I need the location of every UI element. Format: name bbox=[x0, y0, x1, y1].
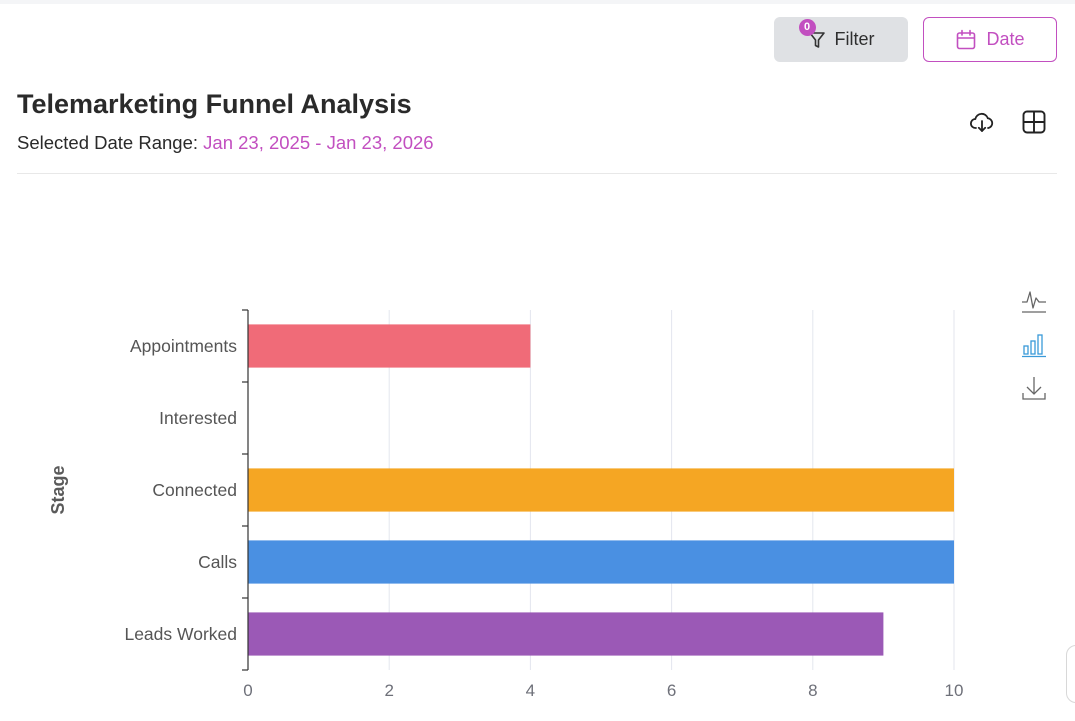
top-strip bbox=[0, 0, 1075, 4]
calendar-icon bbox=[955, 29, 977, 51]
date-button-label: Date bbox=[986, 29, 1025, 49]
header-divider bbox=[17, 173, 1057, 174]
filter-count-badge: 0 bbox=[798, 18, 816, 36]
date-range-prefix: Selected Date Range: bbox=[17, 132, 199, 153]
scroll-handle[interactable] bbox=[1066, 645, 1075, 703]
x-tick-label: 2 bbox=[384, 681, 393, 700]
filter-button-label: Filter bbox=[834, 29, 875, 49]
bar-calls[interactable] bbox=[248, 540, 954, 584]
line-chart-icon[interactable] bbox=[1021, 288, 1047, 314]
bar-appointments[interactable] bbox=[248, 324, 531, 368]
date-range-text: Selected Date Range: Jan 23, 2025 - Jan … bbox=[17, 132, 434, 154]
y-category-label: Calls bbox=[198, 552, 237, 572]
filter-icon: 0 bbox=[798, 18, 826, 50]
table-grid-icon[interactable] bbox=[1019, 107, 1049, 137]
x-tick-label: 0 bbox=[243, 681, 252, 700]
date-range-value: Jan 23, 2025 - Jan 23, 2026 bbox=[203, 132, 434, 153]
chart-bars bbox=[248, 324, 954, 656]
bar-leads-worked[interactable] bbox=[248, 612, 884, 656]
save-image-icon[interactable] bbox=[1021, 375, 1047, 401]
x-tick-label: 6 bbox=[667, 681, 676, 700]
y-axis-label: Stage bbox=[48, 465, 68, 514]
x-tick-label: 10 bbox=[945, 681, 964, 700]
cloud-download-icon[interactable] bbox=[967, 108, 997, 138]
filter-button[interactable]: 0 Filter bbox=[774, 17, 908, 62]
chart-axes: 0 2 4 6 8 10 Leads Worked Calls Connected Interes… bbox=[124, 309, 964, 700]
y-category-label: Leads Worked bbox=[124, 624, 237, 644]
bar-connected[interactable] bbox=[248, 468, 954, 512]
x-tick-label: 4 bbox=[526, 681, 535, 700]
y-category-label: Interested bbox=[159, 408, 237, 428]
bar-chart-icon[interactable] bbox=[1021, 332, 1047, 358]
x-tick-label: 8 bbox=[808, 681, 817, 700]
page-title: Telemarketing Funnel Analysis bbox=[17, 89, 412, 119]
y-category-label: Appointments bbox=[130, 336, 237, 356]
y-category-label: Connected bbox=[152, 480, 237, 500]
date-button[interactable]: Date bbox=[923, 17, 1057, 62]
